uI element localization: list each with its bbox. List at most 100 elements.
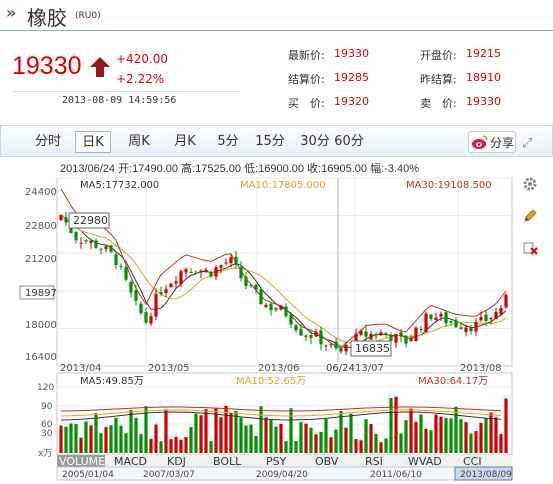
ma5-line [60, 214, 507, 349]
expand-icon[interactable]: ⤢ [522, 136, 533, 151]
price-change-pct: +2.22% [116, 72, 165, 86]
candle-body [164, 289, 168, 294]
indicator-wvad[interactable]: WVAD [408, 455, 442, 468]
volume-bar [234, 410, 238, 453]
volume-bar [229, 412, 233, 453]
volume-bar [339, 411, 343, 453]
overview-window[interactable] [454, 466, 513, 481]
volume-bar [59, 425, 63, 453]
share-label: 分享 [490, 136, 515, 150]
candle-body [399, 332, 403, 337]
volume-bar [439, 416, 443, 453]
y-tick-label: 22800 [25, 221, 57, 232]
volume-bar [364, 419, 368, 453]
candle-body [64, 217, 68, 223]
candle-body [444, 312, 448, 324]
volume-bar [94, 413, 98, 453]
title-divider [0, 30, 553, 31]
candle-body [389, 334, 393, 341]
volume-bar [424, 428, 428, 453]
volume-bar [504, 398, 508, 453]
candle-body [334, 341, 338, 349]
indicator-psy[interactable]: PSY [266, 455, 287, 468]
candle-body [189, 272, 193, 274]
volume-bar [334, 429, 338, 453]
tab-60min[interactable]: 60分 [334, 134, 364, 149]
volume-bar [489, 412, 493, 453]
candle-body [99, 248, 103, 250]
tab-monthly-k[interactable]: 月K [174, 134, 196, 149]
candle-body [169, 283, 173, 288]
volume-bar [199, 415, 203, 453]
candle-body [434, 317, 438, 320]
volume-bar [209, 441, 213, 453]
volume-bar [194, 413, 198, 453]
x-tick-crosshair: 06/24 [326, 363, 355, 374]
indicator-cci[interactable]: CCI [463, 455, 482, 468]
ma-lines [60, 188, 507, 349]
delete-icon[interactable] [522, 240, 538, 256]
volume-bar [454, 406, 458, 453]
volume-bar [374, 434, 378, 453]
indicator-macd[interactable]: MACD [114, 455, 147, 468]
current-price-box [19, 285, 55, 300]
candle-body [94, 240, 98, 248]
volume-bar [139, 434, 143, 453]
pencil-icon[interactable] [522, 208, 538, 224]
volume-bar [404, 420, 408, 453]
vol-ma5-legend: MA5:49.85万 [80, 376, 144, 387]
page-title: 橡胶 [27, 6, 67, 30]
volume-bar [344, 427, 348, 453]
x-tick-label: 2013/04 [60, 363, 102, 374]
volume-bar [134, 418, 138, 453]
volume-bar [429, 430, 433, 453]
candle-body [239, 267, 243, 279]
field-label-open: 开盘价: [420, 49, 457, 62]
price-axis: 24400 22800 21200 19897 18000 16400 [19, 187, 57, 363]
volume-bar [309, 427, 313, 453]
volume-bar [149, 438, 153, 453]
candle-body [144, 312, 148, 323]
candle-body [269, 303, 273, 311]
indicator-obv[interactable]: OBV [315, 455, 339, 468]
volume-bar [239, 417, 243, 453]
high-label-box [68, 212, 110, 229]
indicator-kdj[interactable]: KDJ [167, 455, 186, 468]
vol-ma30-legend: MA30:64.17万 [418, 376, 488, 387]
ma30-line [60, 188, 507, 349]
settings-icon[interactable] [522, 176, 538, 192]
volume-bar [459, 419, 463, 453]
volume-bar [414, 421, 418, 453]
candle-body [469, 327, 473, 332]
candle-body [129, 281, 133, 293]
candle-body [479, 317, 483, 321]
up-arrow-icon [90, 57, 110, 77]
volume-bar [304, 423, 308, 453]
y-tick-label: 18000 [25, 320, 57, 331]
field-label-bid: 买 价: [288, 97, 325, 110]
weibo-icon [472, 135, 488, 149]
volume-bar [469, 433, 473, 453]
tab-5min[interactable]: 5分 [217, 134, 239, 149]
candle-body [329, 344, 333, 346]
kline-chart[interactable]: 24400 22800 21200 19897 18000 16400 MA5:… [0, 173, 553, 484]
volume-bar [269, 419, 273, 453]
indicator-boll[interactable]: BOLL [213, 455, 242, 468]
candle-body [224, 262, 228, 264]
volume-bar [289, 408, 293, 453]
indicator-rsi[interactable]: RSI [365, 455, 383, 468]
volume-bar [129, 409, 133, 453]
tab-15min[interactable]: 15分 [255, 134, 285, 149]
last-price: 19330 [12, 52, 82, 80]
price-change: +420.00 [116, 52, 169, 66]
tab-30min[interactable]: 30分 [300, 134, 330, 149]
volume-bar [464, 422, 468, 453]
candle-body [134, 290, 138, 301]
volume-bar [224, 405, 228, 453]
vol-ma10-line [60, 409, 502, 417]
indicator-volume[interactable]: VOLUME [59, 455, 106, 468]
tab-weekly-k[interactable]: 周K [128, 134, 150, 149]
tab-timeshare[interactable]: 分时 [34, 134, 61, 149]
volume-bar [359, 440, 363, 453]
tab-daily-k[interactable]: 日K [75, 131, 111, 153]
